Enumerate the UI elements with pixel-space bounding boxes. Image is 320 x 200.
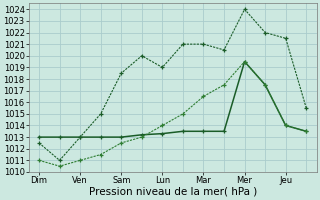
- X-axis label: Pression niveau de la mer( hPa ): Pression niveau de la mer( hPa ): [89, 187, 257, 197]
